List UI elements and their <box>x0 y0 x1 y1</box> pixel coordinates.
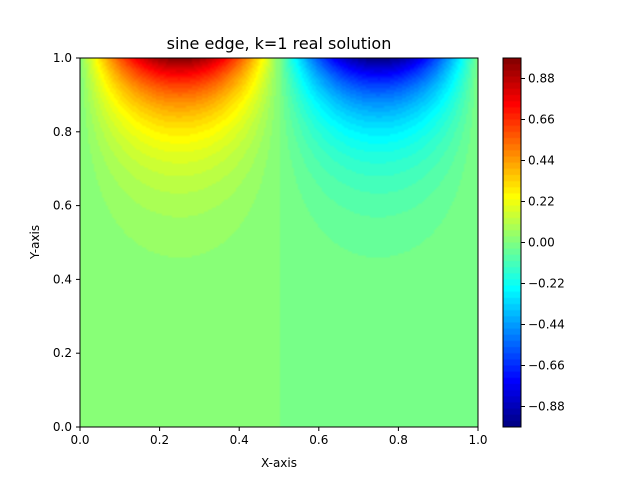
chart-title: sine edge, k=1 real solution <box>167 34 392 53</box>
heatmap-image <box>80 58 478 427</box>
plot-area <box>79 57 479 428</box>
colorbar-tick-label: −0.22 <box>528 277 565 291</box>
colorbar: 0.88 0.66 0.44 0.22 0.00 −0.22 −0.44 −0.66 −0.88 <box>502 57 565 428</box>
y-axis-label: Y-axis <box>28 225 42 260</box>
colorbar-tick-label: 0.88 <box>528 72 555 86</box>
x-tick-label: 0.2 <box>150 433 169 447</box>
y-tick-label: 0.0 <box>53 420 72 434</box>
colorbar-gradient <box>503 58 521 427</box>
x-tick-label: 1.0 <box>468 433 487 447</box>
colorbar-ticks: 0.88 0.66 0.44 0.22 0.00 −0.22 −0.44 −0.66 −0.88 <box>521 72 565 414</box>
colorbar-tick-label: −0.66 <box>528 359 565 373</box>
y-tick-label: 0.8 <box>53 125 72 139</box>
y-axis: 0.0 0.2 0.4 0.6 0.8 1.0 <box>53 51 80 434</box>
colorbar-tick-label: −0.44 <box>528 318 565 332</box>
colorbar-tick-label: −0.88 <box>528 400 565 414</box>
plot-frame <box>79 57 479 428</box>
y-tick-label: 0.4 <box>53 272 72 286</box>
colorbar-tick-label: 0.44 <box>528 154 555 168</box>
x-tick-label: 0.0 <box>70 433 89 447</box>
y-tick-label: 0.6 <box>53 199 72 213</box>
colorbar-tick-label: 0.66 <box>528 113 555 127</box>
x-axis-label: X-axis <box>261 456 297 470</box>
x-tick-label: 0.6 <box>309 433 328 447</box>
y-tick-label: 0.2 <box>53 346 72 360</box>
colorbar-tick-label: 0.22 <box>528 195 555 209</box>
x-tick-label: 0.8 <box>389 433 408 447</box>
x-axis: 0.0 0.2 0.4 0.6 0.8 1.0 <box>70 427 488 447</box>
y-tick-label: 1.0 <box>53 51 72 65</box>
x-tick-label: 0.4 <box>230 433 249 447</box>
colorbar-tick-label: 0.00 <box>528 236 555 250</box>
